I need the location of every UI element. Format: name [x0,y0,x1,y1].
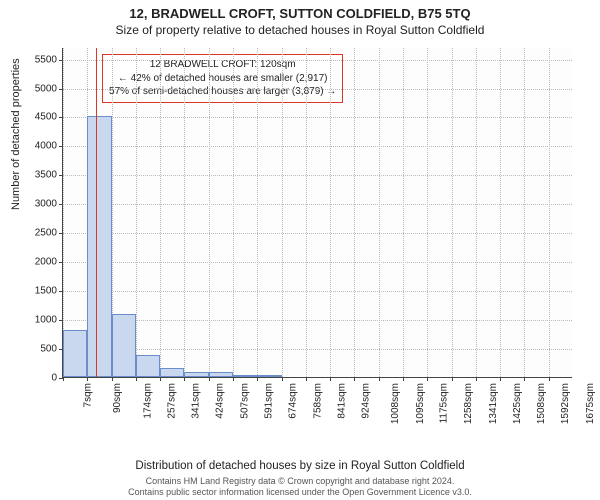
gridline-horizontal [63,233,572,234]
gridline-vertical [282,48,283,377]
x-tick-mark [549,377,550,381]
title-block: 12, BRADWELL CROFT, SUTTON COLDFIELD, B7… [0,0,600,37]
gridline-horizontal [63,117,572,118]
x-tick-mark [257,377,258,381]
x-tick-mark [524,377,525,381]
gridline-horizontal [63,349,572,350]
gridline-vertical [136,48,137,377]
x-tick-label: 424sqm [215,383,226,419]
gridline-vertical [500,48,501,377]
page-subtitle: Size of property relative to detached ho… [0,23,600,37]
gridline-horizontal [63,291,572,292]
x-tick-label: 1008sqm [391,383,402,424]
x-tick-label: 90sqm [112,383,123,413]
x-tick-label: 1675sqm [585,383,596,424]
histogram-bar [136,355,160,377]
x-tick-label: 507sqm [239,383,250,419]
histogram-bar [63,330,87,377]
x-tick-mark [184,377,185,381]
x-tick-label: 1508sqm [536,383,547,424]
histogram-bar [160,368,184,377]
x-tick-mark [209,377,210,381]
gridline-vertical [306,48,307,377]
x-axis-label: Distribution of detached houses by size … [0,460,600,472]
x-tick-label: 1095sqm [415,383,426,424]
x-tick-mark [136,377,137,381]
gridline-horizontal [63,262,572,263]
gridline-horizontal [63,89,572,90]
gridline-vertical [233,48,234,377]
plot-region: 12 BRADWELL CROFT: 120sqm ← 42% of detac… [62,48,572,378]
gridline-vertical [160,48,161,377]
gridline-vertical [354,48,355,377]
x-tick-label: 758sqm [312,383,323,419]
x-tick-mark [427,377,428,381]
gridline-horizontal [63,204,572,205]
x-tick-mark [160,377,161,381]
highlight-callout: 12 BRADWELL CROFT: 120sqm ← 42% of detac… [102,54,343,103]
page-title: 12, BRADWELL CROFT, SUTTON COLDFIELD, B7… [0,6,600,21]
x-tick-mark [379,377,380,381]
attribution: Contains HM Land Registry data © Crown c… [0,476,600,499]
x-tick-label: 7sqm [82,383,93,407]
gridline-horizontal [63,320,572,321]
gridline-vertical [403,48,404,377]
attribution-line-1: Contains HM Land Registry data © Crown c… [0,476,600,487]
y-axis-label: Number of detached properties [10,58,22,210]
highlight-marker-line [96,48,97,377]
gridline-vertical [379,48,380,377]
gridline-vertical [184,48,185,377]
x-tick-label: 591sqm [264,383,275,419]
x-tick-mark [452,377,453,381]
gridline-vertical [452,48,453,377]
histogram-bar [87,116,111,377]
x-tick-label: 674sqm [288,383,299,419]
chart-area: 12 BRADWELL CROFT: 120sqm ← 42% of detac… [62,48,572,418]
callout-line-2: ← 42% of detached houses are smaller (2,… [109,72,336,86]
attribution-line-2: Contains public sector information licen… [0,487,600,498]
callout-line-3: 57% of semi-detached houses are larger (… [109,85,336,99]
histogram-bar [112,314,136,377]
x-tick-label: 841sqm [336,383,347,419]
x-tick-label: 1425sqm [512,383,523,424]
x-tick-mark [500,377,501,381]
x-tick-mark [330,377,331,381]
x-tick-label: 257sqm [166,383,177,419]
x-tick-mark [233,377,234,381]
x-tick-mark [112,377,113,381]
x-tick-mark [306,377,307,381]
x-tick-mark [354,377,355,381]
gridline-vertical [330,48,331,377]
x-tick-label: 341sqm [191,383,202,419]
gridline-horizontal [63,146,572,147]
gridline-vertical [209,48,210,377]
gridline-vertical [476,48,477,377]
histogram-bar [184,372,208,377]
histogram-bar [209,372,233,377]
gridline-vertical [524,48,525,377]
x-tick-label: 1258sqm [463,383,474,424]
x-tick-mark [403,377,404,381]
x-tick-label: 1175sqm [438,383,449,423]
gridline-vertical [63,48,64,377]
histogram-bar [257,375,281,377]
gridline-vertical [257,48,258,377]
histogram-bar [233,375,257,377]
x-tick-mark [87,377,88,381]
x-tick-mark [63,377,64,381]
gridline-horizontal [63,175,572,176]
gridline-vertical [427,48,428,377]
gridline-horizontal [63,60,572,61]
x-tick-mark [282,377,283,381]
x-tick-mark [476,377,477,381]
x-tick-label: 1341sqm [488,383,499,424]
x-tick-label: 1592sqm [561,383,572,424]
x-tick-label: 174sqm [142,383,153,419]
x-tick-label: 924sqm [361,383,372,419]
gridline-vertical [549,48,550,377]
